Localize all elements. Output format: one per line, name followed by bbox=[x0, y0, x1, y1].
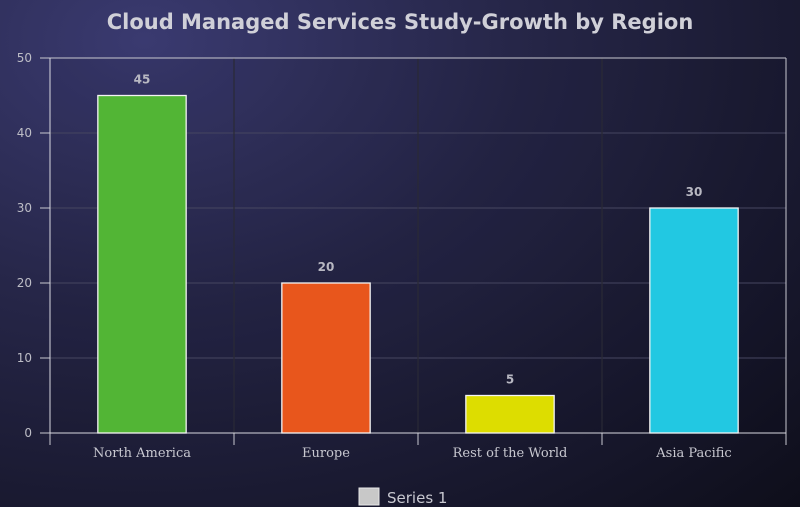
legend[interactable]: Series 1 bbox=[358, 487, 447, 507]
legend-swatch[interactable] bbox=[358, 487, 380, 506]
x-tick-label: North America bbox=[93, 446, 191, 461]
bar[interactable] bbox=[281, 282, 371, 434]
bar[interactable] bbox=[97, 94, 187, 434]
bar[interactable] bbox=[649, 207, 739, 434]
y-tick-label: 40 bbox=[17, 126, 32, 140]
y-tick-label: 0 bbox=[24, 426, 32, 440]
bar[interactable] bbox=[465, 394, 555, 434]
y-tick-label: 10 bbox=[17, 351, 32, 365]
x-tick-label: Europe bbox=[302, 446, 350, 461]
x-tick-label: Asia Pacific bbox=[655, 446, 731, 461]
tick-labels: 0 10 20 30 40 50 North America Europe Rest of th… bbox=[17, 51, 732, 461]
y-tick-label: 20 bbox=[17, 276, 32, 290]
legend-label[interactable]: Series 1 bbox=[387, 489, 447, 507]
data-label: 20 bbox=[318, 260, 335, 274]
data-label: 30 bbox=[686, 185, 703, 199]
data-label: 5 bbox=[506, 373, 514, 387]
chart-title: Cloud Managed Services Study-Growth by R… bbox=[107, 10, 694, 34]
data-label: 45 bbox=[134, 73, 151, 87]
y-tick-label: 30 bbox=[17, 201, 32, 215]
bar-series: 45 20 5 30 bbox=[97, 73, 739, 434]
x-tick-label: Rest of the World bbox=[453, 446, 568, 461]
y-tick-label: 50 bbox=[17, 51, 32, 65]
